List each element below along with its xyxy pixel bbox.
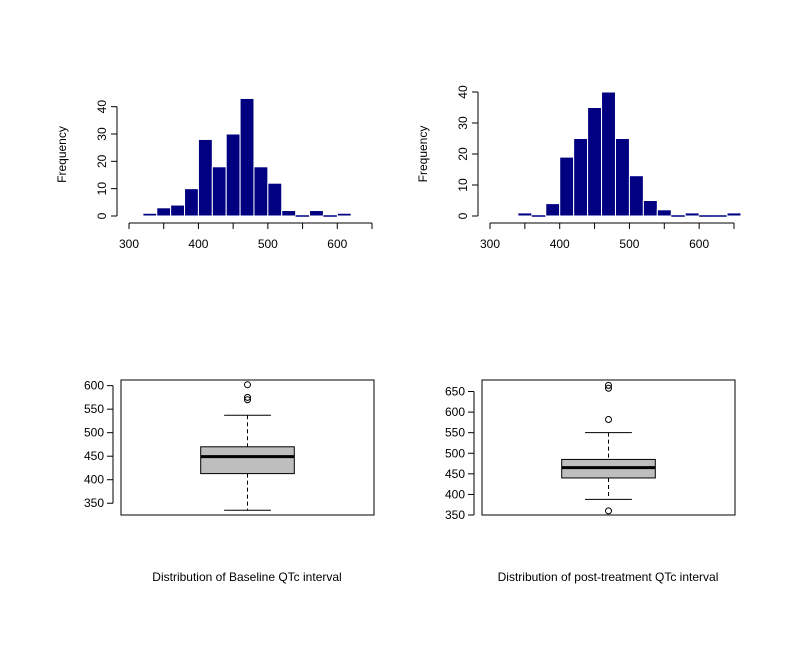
boxplot-post-treatment: 350 400 450 500 550 600 650 [445, 379, 736, 522]
histogram-bar [517, 212, 533, 217]
y-tick-label: 450 [84, 449, 104, 463]
x-tick-label: 300 [119, 237, 139, 251]
histogram-bar [281, 210, 297, 217]
y-tick-label: 500 [84, 426, 104, 440]
y-axis-label: Frequency [55, 126, 69, 183]
plot-frame [481, 379, 736, 516]
y-tick-label: 40 [95, 100, 109, 114]
histogram-bar [336, 212, 352, 217]
histogram-bar [614, 138, 630, 217]
outlier-point [605, 384, 612, 392]
histogram-bar [184, 188, 199, 217]
outlier-point [244, 396, 251, 404]
y-tick-label: 500 [445, 446, 465, 460]
y-tick-label: 400 [84, 473, 104, 487]
histogram-bar [726, 212, 742, 217]
histogram-baseline: 0 10 20 30 40 300 400 500 600 Frequency [55, 97, 373, 251]
boxplot-baseline: 350 400 450 500 550 600 [84, 379, 375, 516]
histogram-bar [573, 138, 589, 217]
histogram-bar [239, 97, 255, 217]
x-tick-label: 600 [689, 237, 709, 251]
x-tick-label: 500 [619, 237, 639, 251]
interquartile-box [200, 446, 295, 475]
histogram-bar [197, 138, 213, 217]
y-tick-label: 350 [445, 508, 465, 522]
histogram-bar [170, 204, 186, 217]
histogram-bar [545, 203, 561, 217]
y-tick-label: 30 [456, 116, 470, 130]
y-tick-label: 10 [95, 182, 109, 196]
histogram-bar [142, 212, 158, 217]
histogram-bar [253, 166, 269, 217]
y-tick-label: 40 [456, 85, 470, 99]
histogram-bar [559, 156, 575, 217]
outlier-point [605, 416, 612, 424]
plot-frame [120, 379, 375, 516]
histogram-bar [156, 207, 172, 217]
y-tick-label: 0 [456, 212, 470, 219]
y-tick-label: 600 [445, 405, 465, 419]
histogram-bar [601, 91, 616, 217]
y-axis-label: Frequency [416, 126, 430, 183]
y-tick-label: 30 [95, 127, 109, 141]
y-tick-label: 20 [95, 154, 109, 168]
y-tick-label: 650 [445, 385, 465, 399]
y-tick-label: 350 [84, 496, 104, 510]
boxplot-post-treatment-caption: Distribution of post-treatment QTc inter… [498, 570, 719, 584]
y-tick-label: 550 [84, 402, 104, 416]
histogram-bar [684, 212, 700, 217]
y-tick-label: 600 [84, 379, 104, 393]
boxplot-baseline-caption: Distribution of Baseline QTc interval [152, 570, 341, 584]
y-tick-label: 400 [445, 487, 465, 501]
histogram-bar [642, 200, 658, 217]
y-tick-label: 550 [445, 426, 465, 440]
histogram-bar [656, 209, 672, 217]
x-tick-label: 600 [327, 237, 347, 251]
x-tick-label: 300 [480, 237, 500, 251]
histogram-bar [225, 133, 241, 217]
histogram-bar [587, 107, 603, 217]
x-tick-label: 500 [258, 237, 278, 251]
outlier-point [605, 507, 612, 515]
histogram-bar [309, 210, 324, 217]
outlier-point [244, 393, 251, 401]
y-tick-label: 10 [456, 178, 470, 192]
y-tick-label: 20 [456, 147, 470, 161]
histogram-bar [211, 166, 227, 217]
y-tick-label: 0 [95, 212, 109, 219]
y-tick-label: 450 [445, 467, 465, 481]
histogram-post-treatment: 0 10 20 30 40 300 400 500 600 Frequency [416, 85, 742, 251]
histogram-bar [267, 182, 283, 217]
x-tick-label: 400 [188, 237, 208, 251]
outlier-point [244, 381, 251, 389]
outlier-point [605, 381, 612, 389]
histogram-bar [628, 175, 644, 217]
x-tick-label: 400 [550, 237, 570, 251]
